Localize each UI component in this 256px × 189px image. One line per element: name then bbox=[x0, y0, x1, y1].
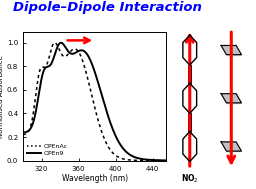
Line: OPEnAc: OPEnAc bbox=[23, 43, 166, 161]
OPEn9 bbox=[47, 65, 50, 68]
Polygon shape bbox=[221, 142, 241, 151]
OPEnAc bbox=[118, 156, 121, 159]
OPEn9 bbox=[130, 154, 133, 157]
OPEn9 bbox=[165, 159, 168, 162]
Polygon shape bbox=[221, 46, 241, 55]
OPEnAc bbox=[87, 79, 90, 81]
Text: Dipole–Dipole Interaction: Dipole–Dipole Interaction bbox=[13, 1, 202, 14]
OPEn9 bbox=[87, 55, 90, 57]
OPEnAc bbox=[47, 59, 50, 61]
OPEnAc bbox=[130, 159, 133, 161]
Legend: OPEnAc, OPEn9: OPEnAc, OPEn9 bbox=[25, 141, 70, 159]
OPEnAc bbox=[106, 145, 109, 147]
OPEnAc bbox=[22, 133, 25, 136]
Polygon shape bbox=[221, 94, 241, 103]
OPEn9 bbox=[22, 132, 25, 134]
Polygon shape bbox=[183, 35, 197, 65]
Polygon shape bbox=[183, 83, 197, 113]
Y-axis label: Normalised Absorbance: Normalised Absorbance bbox=[0, 55, 4, 138]
OPEn9 bbox=[58, 42, 61, 44]
OPEnAc bbox=[53, 42, 56, 44]
Text: NO$_2$: NO$_2$ bbox=[181, 172, 199, 185]
Polygon shape bbox=[183, 132, 197, 161]
OPEn9 bbox=[118, 141, 121, 144]
OPEn9 bbox=[60, 42, 63, 44]
OPEnAc bbox=[59, 50, 62, 53]
OPEnAc bbox=[165, 160, 168, 162]
X-axis label: Wavelength (nm): Wavelength (nm) bbox=[62, 174, 128, 183]
OPEn9 bbox=[106, 114, 109, 116]
Line: OPEn9: OPEn9 bbox=[23, 43, 166, 160]
